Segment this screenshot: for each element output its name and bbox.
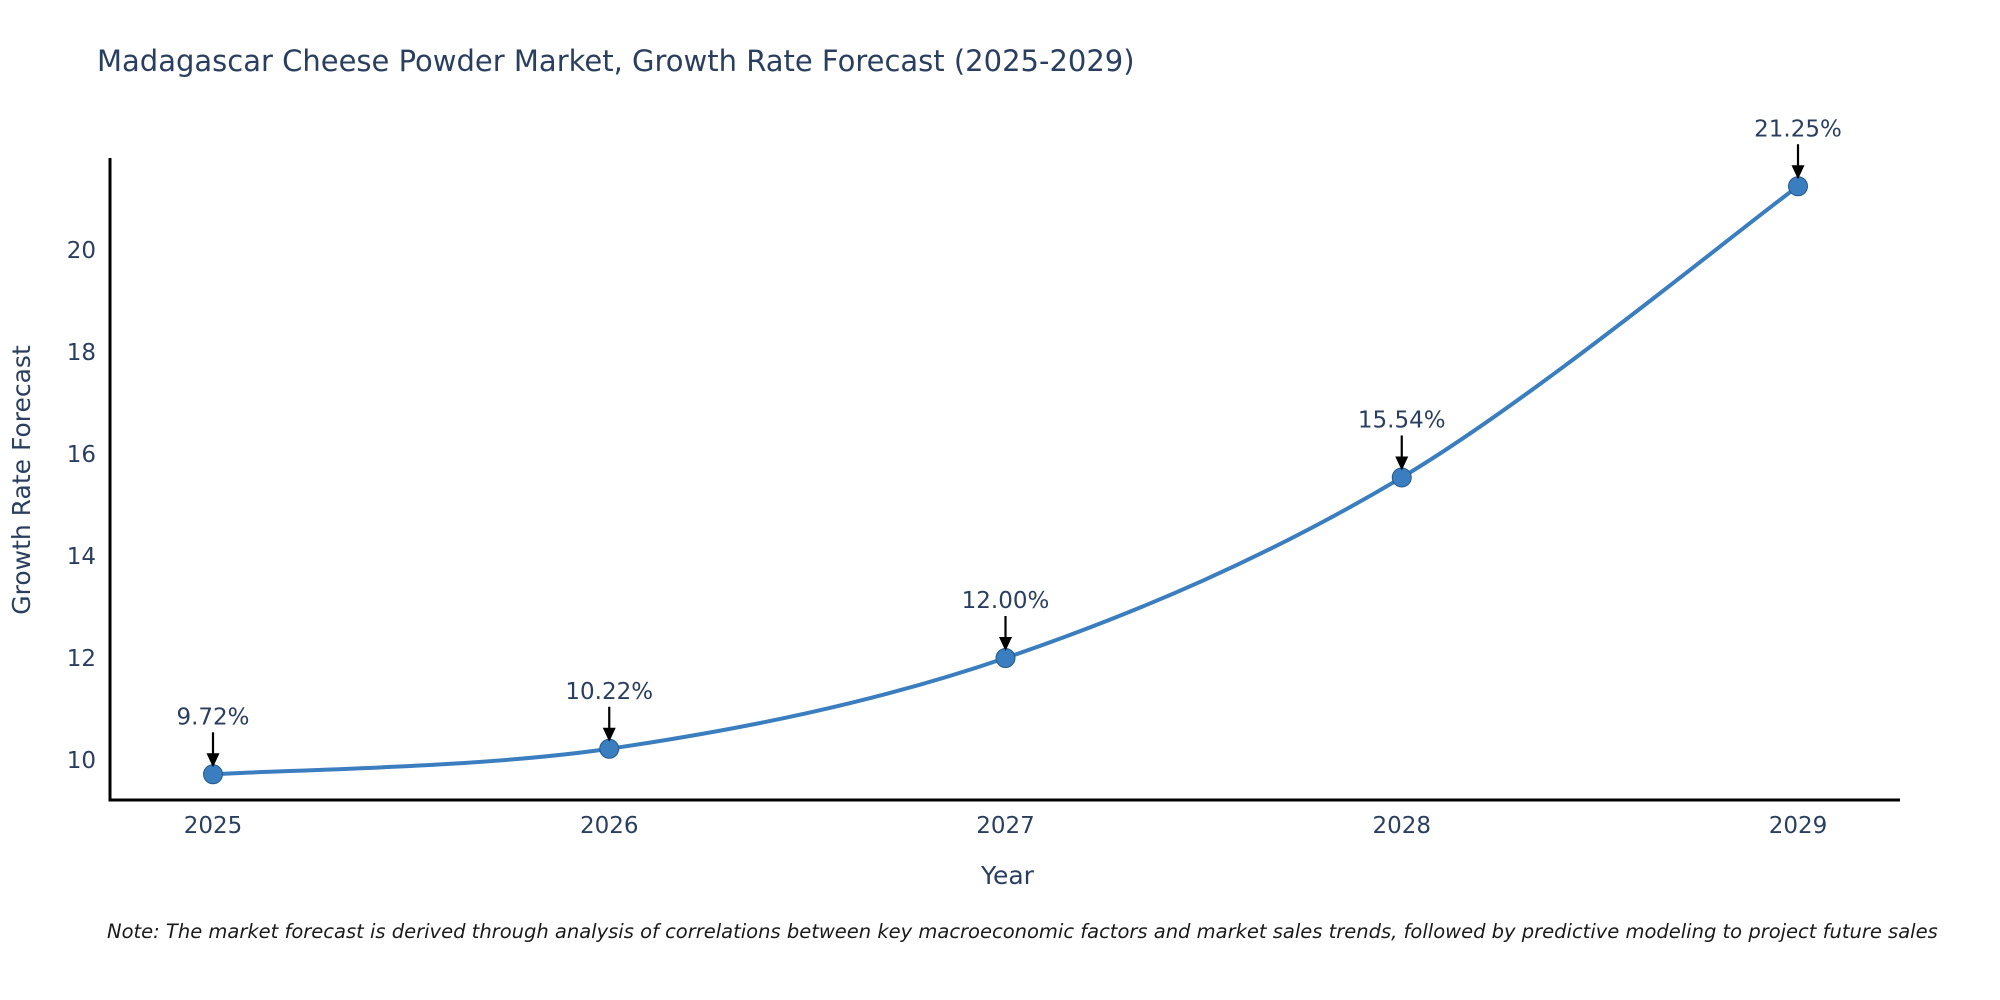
data-point-marker <box>995 648 1016 668</box>
data-point-marker <box>599 738 620 759</box>
data-point-marker <box>1391 467 1412 488</box>
annotation-arrow-head <box>602 727 616 742</box>
y-tick-label: 12 <box>67 646 96 672</box>
chart-title: Madagascar Cheese Powder Market, Growth … <box>97 44 1135 78</box>
footnote: Note: The market forecast is derived thr… <box>107 920 1938 943</box>
annotation-label: 15.54% <box>1358 407 1446 433</box>
y-tick-label: 14 <box>67 544 96 570</box>
annotation-label: 10.22% <box>565 679 653 705</box>
annotation-label: 21.25% <box>1754 116 1842 142</box>
x-tick-label: 2027 <box>976 813 1035 839</box>
annotation-arrow-head <box>1791 165 1805 180</box>
y-tick-label: 10 <box>67 748 96 774</box>
y-axis-title: Growth Rate Forecast <box>7 345 36 615</box>
y-tick-label: 18 <box>67 340 96 366</box>
x-axis-title: Year <box>980 861 1035 890</box>
x-tick-label: 2029 <box>1769 813 1828 839</box>
data-point-marker <box>1788 176 1808 197</box>
annotation-label: 9.72% <box>176 704 249 730</box>
trace-line <box>211 184 1800 777</box>
annotation-arrow-head <box>1395 456 1409 471</box>
x-tick-label: 2028 <box>1372 813 1431 839</box>
x-tick-label: 2026 <box>580 813 639 839</box>
annotation-arrow-head <box>206 753 220 768</box>
annotation-label: 12.00% <box>962 588 1050 614</box>
data-point-marker <box>203 764 223 785</box>
annotation-arrow-head <box>999 637 1012 651</box>
y-tick-label: 20 <box>67 238 96 264</box>
x-tick-label: 2025 <box>184 813 243 839</box>
y-tick-label: 16 <box>67 442 96 468</box>
